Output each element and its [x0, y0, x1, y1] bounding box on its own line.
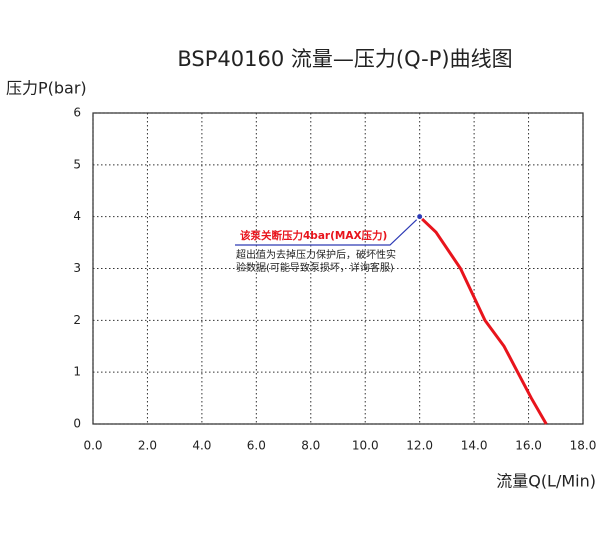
chart-title: BSP40160 流量—压力(Q-P)曲线图: [177, 47, 512, 71]
y-tick-label: 3: [73, 261, 81, 275]
x-tick-label: 8.0: [301, 439, 320, 453]
x-tick-label: 6.0: [247, 439, 266, 453]
y-tick-label: 4: [73, 209, 81, 223]
annotation-note: 超出值为去掉压力保护后，破坏性实: [236, 248, 396, 261]
annotation-leader: [235, 219, 418, 246]
x-tick-label: 14.0: [461, 439, 488, 453]
x-axis-label: 流量Q(L/Min): [496, 472, 596, 491]
x-tick-label: 4.0: [192, 439, 211, 453]
x-tick-label: 2.0: [138, 439, 157, 453]
annotation-note: 验数据(可能导致泵损坏，详询客服): [236, 261, 394, 274]
x-tick-label: 10.0: [352, 439, 379, 453]
y-tick-label: 2: [73, 313, 81, 327]
max-point: [416, 213, 424, 221]
x-tick-label: 12.0: [406, 439, 433, 453]
x-tick-label: 0.0: [83, 439, 102, 453]
y-tick-label: 0: [73, 417, 81, 431]
y-tick-label: 5: [73, 157, 81, 171]
y-tick-label: 1: [73, 365, 81, 379]
x-tick-label: 18.0: [570, 439, 597, 453]
annotation-red: 该泵关断压力4bar(MAX压力): [240, 229, 387, 242]
line: [418, 215, 548, 425]
y-tick-label: 6: [73, 106, 81, 120]
y-axis-label: 压力P(bar): [6, 79, 87, 98]
x-tick-label: 16.0: [515, 439, 542, 453]
